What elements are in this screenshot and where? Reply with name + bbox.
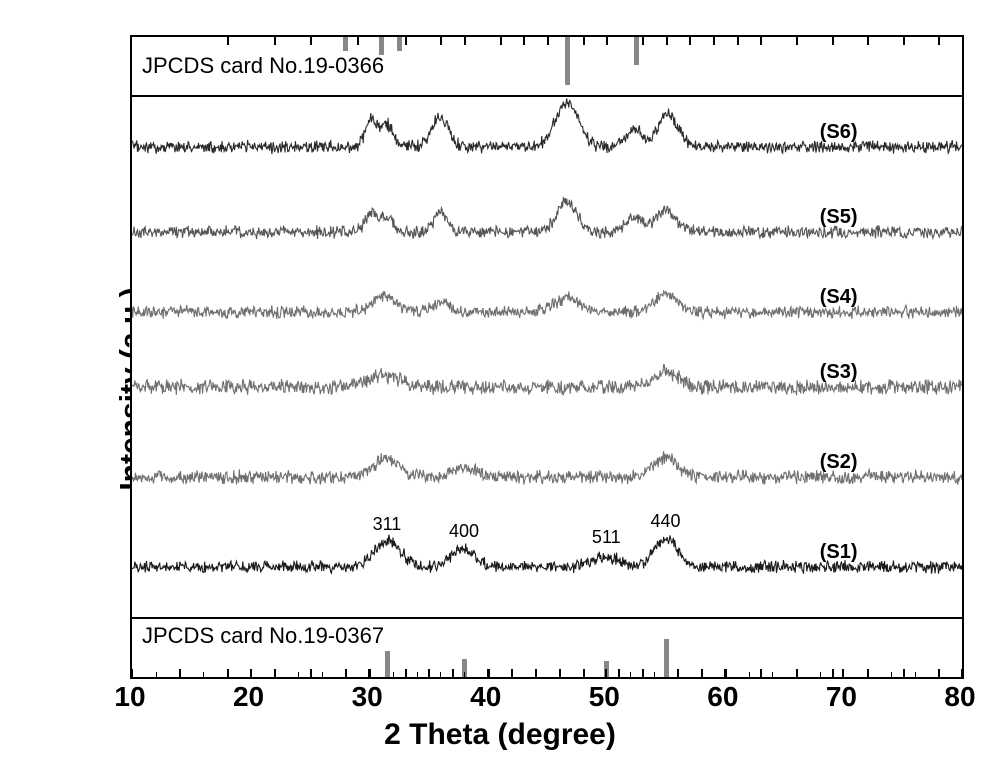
x-tick-label: 70	[826, 681, 857, 713]
x-tick-label: 20	[233, 681, 264, 713]
x-axis-label: 2 Theta (degree)	[384, 718, 616, 752]
x-tick-label: 10	[114, 681, 145, 713]
xrd-chart: Intensity (a.u.) JPCDS card No.19-0366 J…	[20, 20, 980, 757]
x-tick-label: 30	[352, 681, 383, 713]
peak-label-311: 311	[373, 514, 402, 535]
x-tick-label: 40	[470, 681, 501, 713]
x-tick-label: 50	[589, 681, 620, 713]
x-tick-label: 60	[707, 681, 738, 713]
peak-label-440: 440	[651, 511, 681, 532]
xrd-series-S1	[132, 37, 962, 677]
peak-label-511: 511	[592, 527, 621, 548]
x-tick-label: 80	[944, 681, 975, 713]
series-label-S1: (S1)	[820, 541, 858, 564]
plot-area: JPCDS card No.19-0366 JPCDS card No.19-0…	[130, 35, 964, 679]
peak-label-400: 400	[449, 521, 479, 542]
